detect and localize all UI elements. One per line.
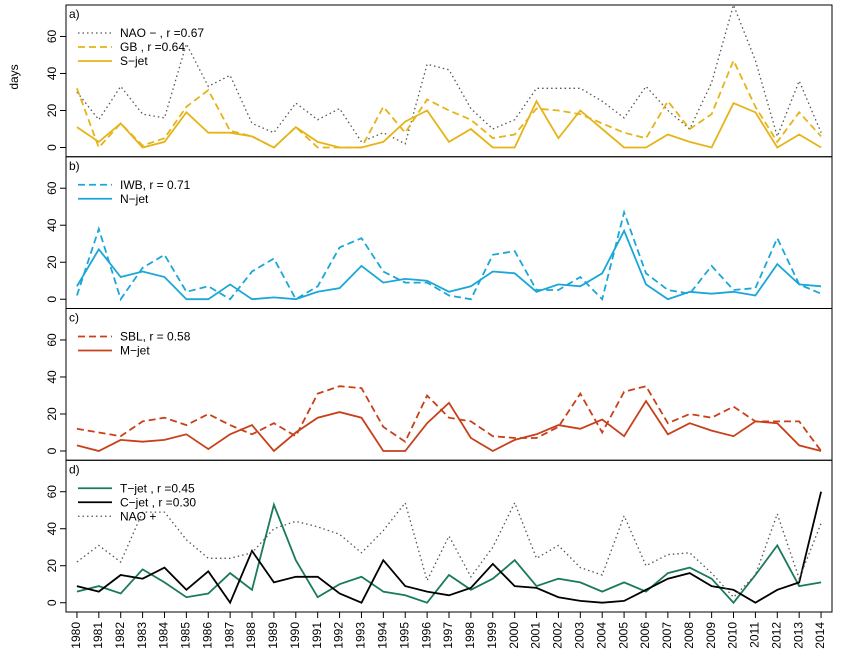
x-tick-label: 2001: [529, 622, 543, 649]
x-tick-label: 2000: [507, 622, 521, 649]
x-tick-label: 2006: [638, 622, 652, 649]
series-line: [76, 58, 822, 150]
series-line: [76, 399, 822, 453]
legend-label: T−jet , r =0.45: [120, 481, 195, 495]
x-tick-label: 1984: [157, 622, 171, 649]
x-tick-label: 1986: [200, 622, 214, 649]
legend-label: NAO +: [120, 509, 156, 523]
x-tick-label: 1985: [179, 622, 193, 649]
x-tick-label: 1983: [135, 622, 149, 649]
y-tick-label: 40: [45, 218, 59, 232]
y-tick-label: 60: [45, 29, 59, 43]
panel-label: d): [69, 462, 80, 476]
y-tick-label: 0: [45, 144, 59, 151]
legend-label: IWB, r = 0.71: [120, 178, 191, 192]
legend-label: N−jet: [120, 192, 149, 206]
y-tick-label: 40: [45, 370, 59, 384]
panel-label: c): [69, 311, 79, 325]
x-tick-label: 1991: [310, 622, 324, 649]
x-tick-label: 1989: [266, 622, 280, 649]
series-line: [76, 99, 822, 149]
x-tick-label: 1993: [354, 622, 368, 649]
y-tick-label: 0: [45, 599, 59, 606]
x-tick-label: 1981: [91, 622, 105, 649]
y-tick-label: 60: [45, 333, 59, 347]
x-tick-label: 1990: [288, 622, 302, 649]
x-tick-label: 1994: [376, 622, 390, 649]
y-tick-label: 0: [45, 296, 59, 303]
x-tick-label: 2008: [682, 622, 696, 649]
y-tick-label: 0: [45, 447, 59, 454]
x-tick-label: 2005: [616, 622, 630, 649]
y-tick-label: 60: [45, 181, 59, 195]
legend-label: GB , r =0.64: [120, 40, 185, 54]
series-line: [76, 501, 822, 599]
legend-label: SBL, r = 0.58: [120, 330, 191, 344]
y-tick-label: 20: [45, 255, 59, 269]
y-axis-label: days: [7, 64, 21, 89]
x-tick-label: 1999: [485, 622, 499, 649]
x-tick-label: 2013: [791, 622, 805, 649]
legend-label: NAO − , r =0.67: [120, 26, 204, 40]
x-tick-label: 2010: [726, 622, 740, 649]
x-tick-label: 2014: [813, 622, 827, 649]
y-tick-label: 40: [45, 66, 59, 80]
legend-label: C−jet , r =0.30: [120, 495, 196, 509]
series-line: [76, 228, 822, 301]
y-tick-label: 20: [45, 103, 59, 117]
y-tick-label: 20: [45, 559, 59, 573]
x-tick-label: 1982: [113, 622, 127, 649]
x-tick-label: 2012: [769, 622, 783, 649]
panel-label: a): [69, 7, 80, 21]
x-tick-label: 1987: [222, 622, 236, 649]
panel-label: b): [69, 159, 80, 173]
series-line: [76, 2, 822, 145]
x-tick-label: 2007: [660, 622, 674, 649]
x-tick-label: 1997: [441, 622, 455, 649]
series-line: [76, 385, 822, 452]
x-tick-label: 1995: [397, 622, 411, 649]
legend-label: S−jet: [120, 54, 148, 68]
x-tick-label: 2002: [551, 622, 565, 649]
x-tick-label: 1980: [69, 622, 83, 649]
x-tick-label: 1992: [332, 622, 346, 649]
x-tick-label: 2009: [704, 622, 718, 649]
y-tick-label: 60: [45, 485, 59, 499]
series-line: [76, 491, 822, 605]
legend-label: M−jet: [120, 344, 150, 358]
series-line: [76, 209, 822, 302]
x-tick-label: 2003: [572, 622, 586, 649]
series-line: [76, 501, 822, 605]
y-tick-label: 40: [45, 522, 59, 536]
y-tick-label: 20: [45, 407, 59, 421]
x-tick-label: 2011: [748, 622, 762, 648]
x-tick-label: 1996: [419, 622, 433, 649]
x-tick-label: 2004: [594, 622, 608, 649]
x-tick-label: 1988: [244, 622, 258, 649]
x-tick-label: 1998: [463, 622, 477, 649]
